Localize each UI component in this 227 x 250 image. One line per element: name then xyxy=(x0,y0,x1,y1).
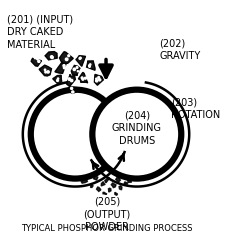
Circle shape xyxy=(88,66,90,67)
Polygon shape xyxy=(114,192,117,196)
Circle shape xyxy=(82,78,83,80)
Polygon shape xyxy=(118,186,121,190)
Polygon shape xyxy=(94,74,103,85)
Circle shape xyxy=(97,76,99,78)
Circle shape xyxy=(47,71,49,73)
Circle shape xyxy=(76,67,78,68)
Circle shape xyxy=(65,58,68,60)
Polygon shape xyxy=(123,182,127,184)
Polygon shape xyxy=(52,75,62,85)
Circle shape xyxy=(68,78,70,80)
Circle shape xyxy=(77,71,78,72)
Circle shape xyxy=(57,78,58,79)
Circle shape xyxy=(63,67,65,69)
Circle shape xyxy=(31,90,119,178)
Circle shape xyxy=(95,78,97,80)
Text: (201) (INPUT)
DRY CAKED
MATERIAL: (201) (INPUT) DRY CAKED MATERIAL xyxy=(7,14,73,50)
Circle shape xyxy=(84,77,86,79)
Circle shape xyxy=(98,79,100,81)
Polygon shape xyxy=(71,66,80,76)
Polygon shape xyxy=(93,176,98,180)
Circle shape xyxy=(95,80,97,82)
Circle shape xyxy=(73,68,75,70)
Polygon shape xyxy=(90,183,93,188)
Circle shape xyxy=(56,80,58,82)
Circle shape xyxy=(38,60,40,62)
Polygon shape xyxy=(103,192,106,194)
Polygon shape xyxy=(45,52,57,60)
Polygon shape xyxy=(66,74,75,86)
Text: (205)
(OUTPUT)
POWDER: (205) (OUTPUT) POWDER xyxy=(83,197,130,232)
Text: TYPICAL PHOSPHOR GRINDING PROCESS: TYPICAL PHOSPHOR GRINDING PROCESS xyxy=(21,224,192,233)
Circle shape xyxy=(79,58,81,59)
Polygon shape xyxy=(115,178,120,182)
Circle shape xyxy=(44,69,46,70)
Polygon shape xyxy=(31,58,41,66)
Circle shape xyxy=(34,58,36,59)
Polygon shape xyxy=(78,72,87,83)
Circle shape xyxy=(70,88,72,90)
Polygon shape xyxy=(101,182,105,186)
Polygon shape xyxy=(111,183,116,188)
Circle shape xyxy=(89,64,91,65)
Polygon shape xyxy=(67,87,77,94)
Circle shape xyxy=(45,71,46,73)
Polygon shape xyxy=(108,188,111,192)
Polygon shape xyxy=(55,62,66,74)
Polygon shape xyxy=(81,180,87,183)
Circle shape xyxy=(63,65,65,67)
Text: (203)
ROTATION: (203) ROTATION xyxy=(170,98,219,120)
Circle shape xyxy=(50,56,53,58)
Polygon shape xyxy=(96,187,100,192)
Circle shape xyxy=(92,90,180,178)
Circle shape xyxy=(51,56,53,58)
Circle shape xyxy=(72,91,74,93)
Polygon shape xyxy=(76,56,85,66)
Polygon shape xyxy=(39,65,51,76)
Text: (202)
GRAVITY: (202) GRAVITY xyxy=(159,38,200,61)
Circle shape xyxy=(79,57,81,59)
Circle shape xyxy=(88,65,90,66)
Circle shape xyxy=(70,80,72,82)
Circle shape xyxy=(37,57,39,58)
Polygon shape xyxy=(104,178,109,183)
Polygon shape xyxy=(126,179,131,182)
Polygon shape xyxy=(86,61,95,70)
Text: (204)
GRINDING
DRUMS: (204) GRINDING DRUMS xyxy=(111,110,161,146)
Circle shape xyxy=(81,77,83,79)
Polygon shape xyxy=(59,52,73,63)
Circle shape xyxy=(37,58,38,60)
Circle shape xyxy=(67,55,69,57)
